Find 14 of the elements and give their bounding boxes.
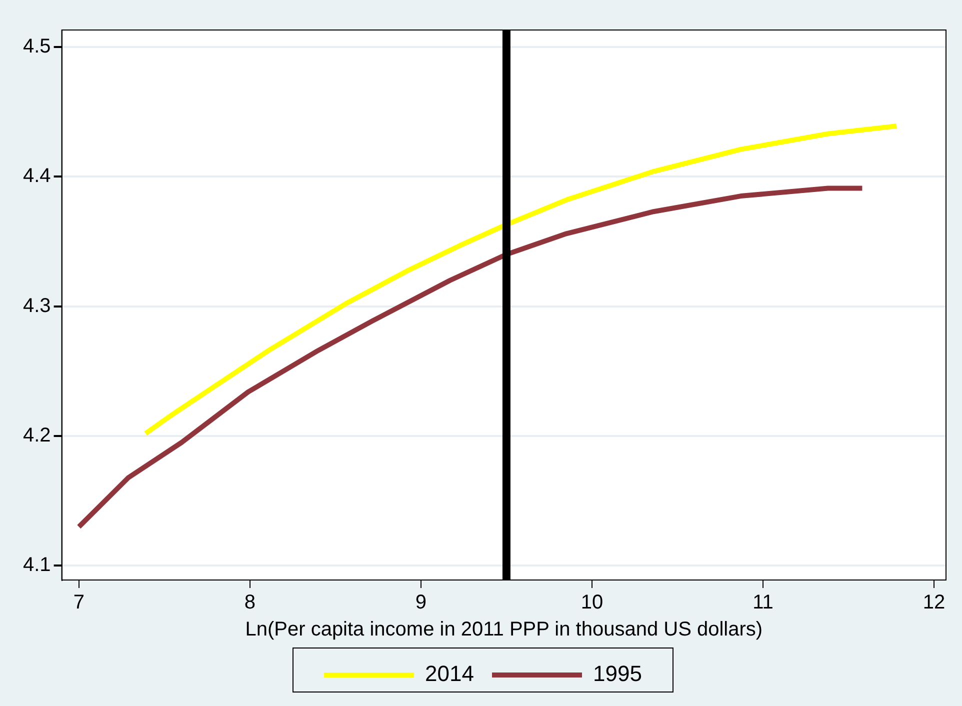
legend-label: 1995 [593, 661, 642, 686]
y-tick-label: 4.3 [22, 294, 51, 317]
x-axis-title: Ln(Per capita income in 2011 PPP in thousand US dollars) [245, 618, 763, 641]
x-tick-label: 11 [752, 592, 774, 614]
y-tick-label: 4.1 [22, 554, 51, 576]
x-tick-label: 8 [244, 592, 256, 614]
x-tick-label: 10 [580, 592, 604, 614]
x-tick-label: 7 [73, 592, 84, 614]
y-tick-label: 4.2 [22, 424, 51, 447]
legend-label: 2014 [425, 661, 474, 686]
x-tick-label: 12 [922, 592, 946, 614]
y-tick-label: 4.5 [22, 35, 51, 58]
x-tick-label: 9 [415, 592, 427, 614]
y-tick-label: 4.4 [22, 165, 51, 188]
